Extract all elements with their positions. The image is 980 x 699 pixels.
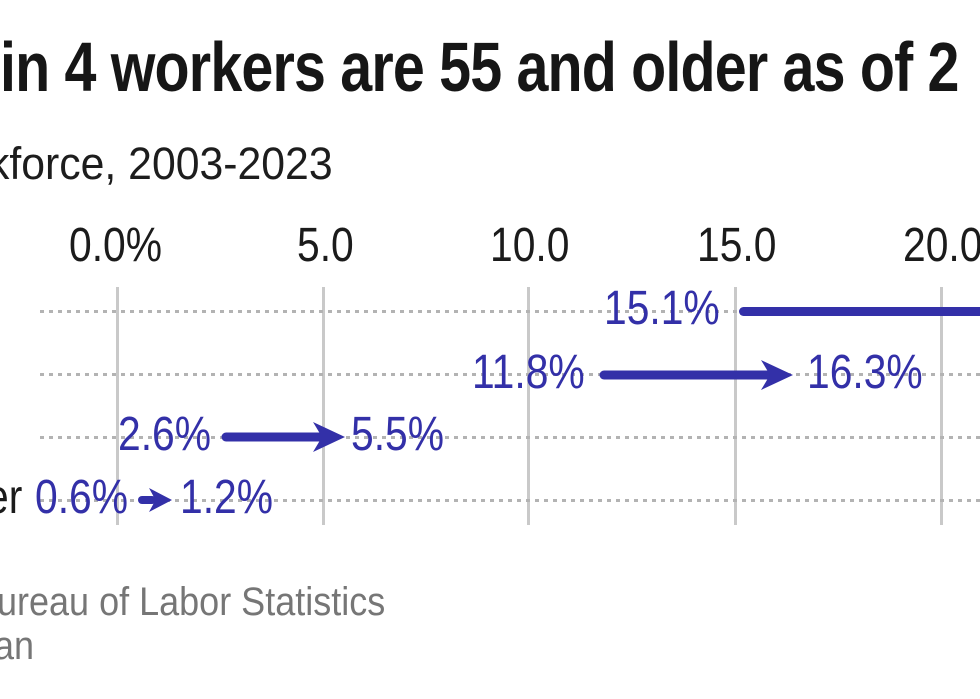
x-axis-tick-label-15: 15.0: [697, 219, 777, 272]
row-guide-2: [40, 373, 980, 376]
row4-start-value-label: 0.6%: [35, 471, 128, 524]
chart-subtitle: kforce, 2003-2023: [0, 138, 333, 189]
row1-arrow-line: [739, 307, 980, 316]
source-byline: an: [0, 624, 35, 668]
gridline-0: [116, 287, 119, 525]
row2-arrow: [599, 360, 793, 390]
gridline-20: [940, 287, 943, 525]
row2-end-value-label: 16.3%: [807, 346, 923, 399]
row-guide-3: [40, 436, 980, 439]
row3-arrow: [221, 422, 345, 452]
source-attribution: ureau of Labor Statistics: [0, 580, 386, 624]
gridline-15: [734, 287, 737, 525]
chart-title: in 4 workers are 55 and older as of 2: [0, 28, 959, 106]
x-axis-tick-label-20: 20.0: [903, 219, 980, 272]
row-guide-1: [40, 310, 980, 313]
row-guide-4: [40, 499, 980, 502]
row4-end-value-label: 1.2%: [180, 471, 273, 524]
row4-category-label: er: [0, 471, 23, 524]
row1-start-value-label: 15.1%: [604, 282, 720, 335]
gridline-5: [322, 287, 325, 525]
x-axis-tick-label-5: 5.0: [297, 219, 354, 272]
gridline-10: [527, 287, 530, 525]
row3-end-value-label: 5.5%: [351, 408, 444, 461]
x-axis-tick-label-10: 10.0: [490, 219, 570, 272]
row3-start-value-label: 2.6%: [118, 408, 211, 461]
row2-start-value-label: 11.8%: [472, 346, 585, 399]
row4-arrow: [138, 488, 172, 512]
x-axis-tick-label-0: 0.0%: [69, 219, 162, 272]
